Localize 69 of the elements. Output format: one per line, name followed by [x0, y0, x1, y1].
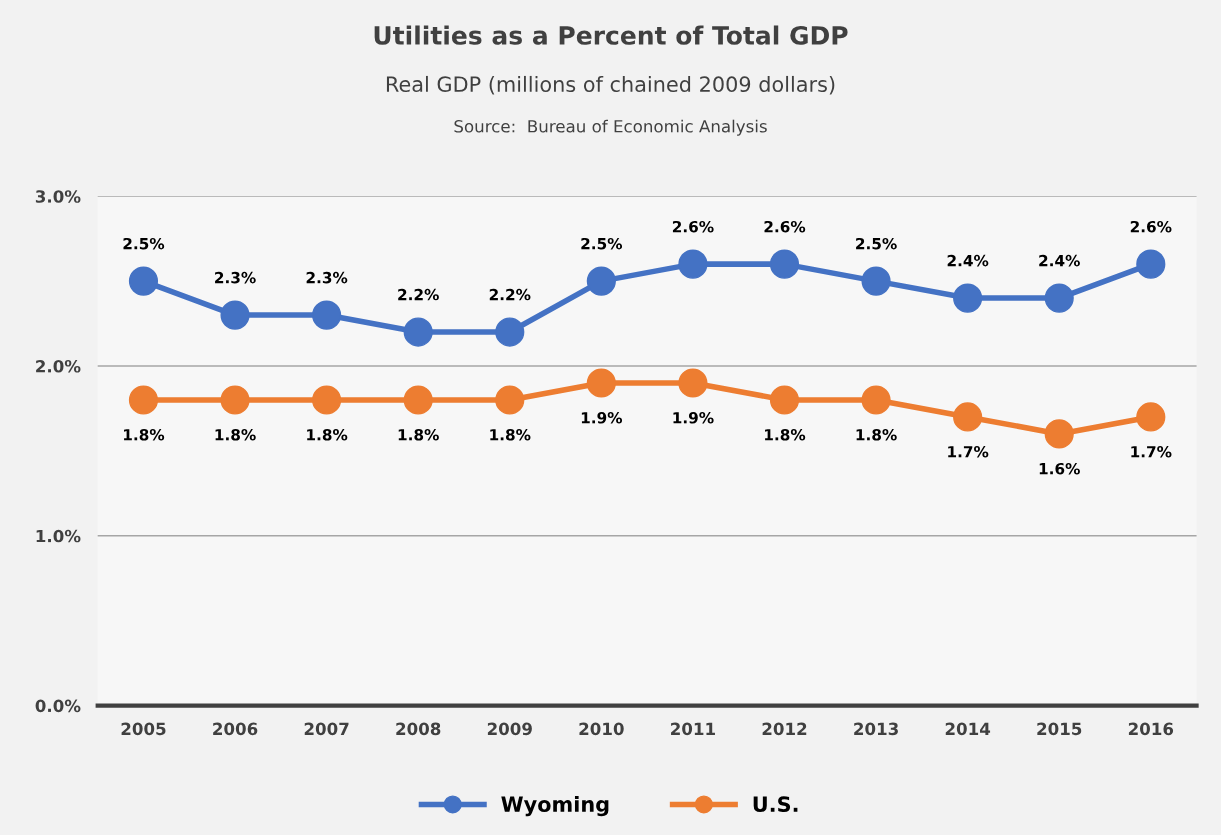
legend-label: Wyoming — [501, 795, 609, 817]
point — [586, 368, 616, 398]
data-label: 1.9% — [581, 411, 623, 424]
point — [1136, 402, 1166, 432]
point — [495, 385, 525, 415]
x-tick-label: 2007 — [304, 722, 349, 736]
point — [1044, 419, 1074, 449]
y-tick-label: 3.0% — [35, 190, 81, 203]
x-tick-label: 2015 — [1037, 722, 1082, 736]
data-label: 2.3% — [306, 271, 348, 284]
x-tick-label: 2006 — [213, 722, 258, 736]
chart-title: Utilities as a Percent of Total GDP — [374, 25, 848, 45]
chart-subtitle: Real GDP (millions of chained 2009 dollars) — [386, 75, 835, 95]
point — [953, 402, 983, 432]
data-label: 1.8% — [215, 428, 256, 441]
data-label: 1.7% — [1131, 445, 1172, 458]
data-label: 1.8% — [856, 428, 897, 441]
point — [128, 385, 159, 415]
point — [312, 385, 342, 415]
data-label: 2.6% — [672, 220, 714, 233]
data-label: 2.5% — [581, 237, 623, 250]
x-tick-label: 2009 — [487, 722, 532, 736]
legend-label: U.S. — [753, 796, 798, 813]
point — [861, 266, 891, 296]
x-tick-label: 2012 — [762, 722, 807, 736]
x-tick-label: 2005 — [121, 722, 166, 736]
point — [128, 266, 159, 296]
source-note: Source: Bureau of Economic Analysis — [454, 119, 767, 136]
point — [403, 317, 433, 347]
x-tick-label: 2008 — [396, 722, 441, 736]
point — [403, 385, 433, 415]
data-label: 2.4% — [947, 254, 989, 267]
data-label: 1.8% — [398, 428, 439, 441]
data-label: 2.5% — [856, 237, 897, 250]
point — [220, 385, 250, 415]
data-label: 2.4% — [1039, 254, 1080, 267]
y-tick-label: 2.0% — [36, 359, 81, 373]
data-label: 2.6% — [764, 220, 806, 233]
point — [1044, 283, 1074, 313]
data-label: 2.5% — [123, 237, 165, 250]
y-tick-label: 1.0% — [36, 529, 81, 543]
x-tick-label: 2011 — [671, 722, 715, 736]
data-label: 1.6% — [1039, 462, 1080, 475]
y-tick-label: 0.0% — [35, 699, 81, 713]
point — [1136, 249, 1166, 279]
data-label: 1.7% — [948, 445, 989, 458]
point — [769, 249, 800, 279]
x-tick-label: 2016 — [1128, 722, 1174, 736]
point — [769, 385, 800, 415]
point — [220, 300, 250, 330]
point — [312, 300, 342, 330]
point — [678, 249, 708, 279]
data-label: 1.8% — [307, 428, 348, 441]
data-label: 1.9% — [673, 411, 714, 424]
x-tick-label: 2010 — [579, 722, 624, 736]
x-tick-label: 2013 — [854, 722, 898, 736]
data-label: 1.8% — [124, 428, 165, 441]
point — [495, 317, 525, 347]
data-label: 1.8% — [490, 428, 531, 441]
x-tick-label: 2014 — [945, 722, 991, 736]
data-label: 2.3% — [215, 271, 256, 284]
data-label: 2.2% — [489, 288, 531, 301]
data-label: 1.8% — [765, 428, 806, 441]
point — [861, 385, 891, 415]
point — [678, 368, 708, 398]
point — [953, 283, 983, 313]
data-label: 2.2% — [398, 288, 439, 301]
data-label: 2.6% — [1130, 220, 1172, 233]
point — [586, 266, 616, 296]
